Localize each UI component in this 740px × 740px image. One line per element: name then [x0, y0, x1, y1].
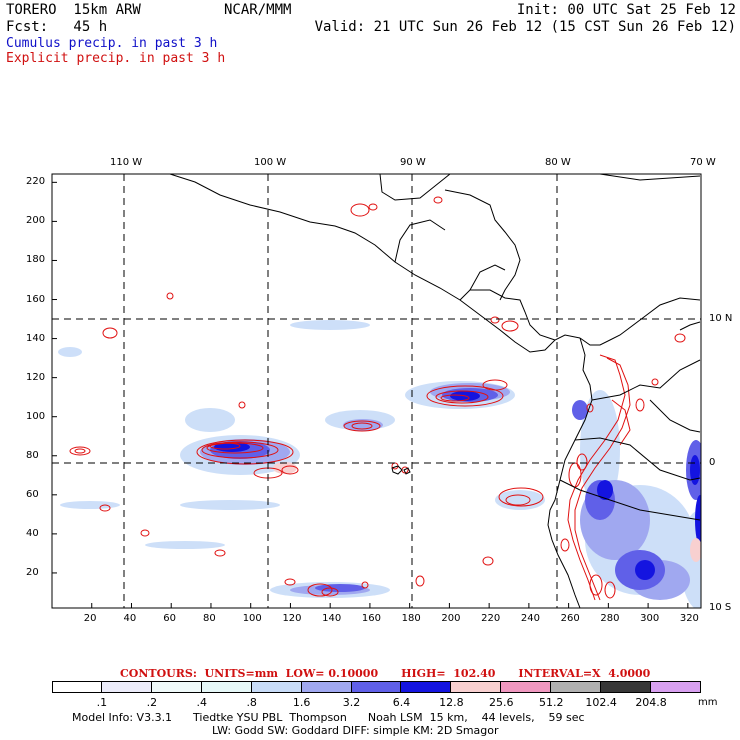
org-label: NCAR/MMM: [224, 2, 292, 18]
x-tick-label: 120: [282, 613, 302, 624]
colorbar-cell: [601, 681, 652, 693]
y-tick-label: 60: [26, 488, 39, 500]
colorbar-cell: [451, 681, 502, 693]
y-tick-label: 80: [26, 449, 39, 461]
colorbar-cell: [251, 681, 302, 693]
colorbar-cell: [501, 681, 552, 693]
colorbar-cell: [151, 681, 202, 693]
x-tick-label: 140: [322, 613, 342, 624]
valid-time: Valid: 21 UTC Sun 26 Feb 12 (15 CST Sun …: [314, 19, 736, 35]
colorbar-label: .4: [196, 696, 208, 709]
model-info: Model Info: V3.3.1 Tiedtke YSU PBL Thomp…: [72, 711, 585, 724]
colorbar-cell: [651, 681, 701, 693]
x-tick-label: 60: [163, 613, 176, 624]
colorbar-label: 25.6: [489, 696, 514, 709]
colorbar-label: 51.2: [538, 696, 564, 709]
x-tick-label: 20: [83, 613, 97, 624]
colorbar-cell: [201, 681, 252, 693]
lat-label-10n: 10 N: [709, 313, 733, 324]
model-name: TORERO 15km ARW: [6, 2, 141, 18]
init-time: Init: 00 UTC Sat 25 Feb 12: [516, 2, 736, 18]
x-tick-label: 220: [481, 613, 501, 624]
legend-cumulus: Cumulus precip. in past 3 h: [6, 36, 218, 51]
y-tick-label: 220: [26, 176, 46, 188]
colorbar-cell: [401, 681, 452, 693]
lon-label-80w: 80 W: [545, 157, 571, 168]
lat-lon-grid: [52, 174, 701, 608]
colorbar-unit: mm: [698, 697, 718, 708]
colorbar-label: .1: [96, 696, 108, 709]
contours-info: CONTOURS: UNITS=mm LOW= 0.10000 HIGH= 10…: [120, 667, 651, 680]
y-tick-label: 180: [26, 254, 46, 266]
y-tick-label: 200: [26, 215, 46, 227]
colorbar-label: 204.8: [635, 696, 667, 709]
colorbar-cell: [101, 681, 152, 693]
coastlines: [169, 174, 701, 608]
colorbar-cell: [551, 681, 602, 693]
lon-label-110w: 110 W: [110, 157, 143, 168]
x-tick-label: 180: [401, 613, 421, 624]
x-tick-label: 300: [640, 613, 660, 624]
precip-shading: [58, 320, 701, 608]
colorbar-cell: [52, 681, 102, 693]
lon-label-70w: 70 W: [690, 157, 716, 168]
lat-label-0: 0: [709, 457, 716, 468]
x-tick-label: 240: [520, 613, 540, 624]
lon-label-100w: 100 W: [254, 157, 287, 168]
colorbar-label: 1.6: [292, 696, 311, 709]
x-tick-label: 200: [441, 613, 461, 624]
colorbar-label: .8: [246, 696, 257, 709]
y-tick-label: 20: [26, 566, 39, 578]
explicit-precip-contours: [69, 196, 686, 601]
physics-info: LW: Godd SW: Goddard DIFF: simple KM: 2D…: [212, 724, 499, 737]
lon-label-90w: 90 W: [400, 157, 426, 168]
x-tick-label: 80: [202, 613, 216, 624]
colorbar-label: 12.8: [439, 696, 464, 709]
colorbar-label: 102.4: [585, 696, 617, 709]
y-tick-label: 160: [26, 293, 46, 305]
lat-label-10s: 10 S: [709, 602, 732, 613]
colorbar-label: 3.2: [342, 696, 361, 709]
y-tick-label: 140: [26, 332, 46, 344]
colorbar-cell: [301, 681, 352, 693]
y-tick-label: 40: [26, 527, 39, 539]
colorbar-label: .2: [146, 696, 158, 709]
x-tick-label: 100: [242, 613, 262, 624]
colorbar-cell: [351, 681, 402, 693]
map-frame: [51, 173, 702, 609]
x-tick-label: 280: [600, 613, 620, 624]
legend-explicit: Explicit precip. in past 3 h: [6, 51, 226, 66]
colorbar-label: 6.4: [392, 696, 411, 709]
x-tick-label: 320: [679, 613, 699, 624]
forecast-hour: Fcst: 45 h: [6, 19, 108, 35]
y-tick-label: 120: [26, 371, 46, 383]
y-tick-label: 100: [26, 410, 46, 422]
x-tick-label: 160: [361, 613, 381, 624]
x-tick-label: 260: [560, 613, 580, 624]
x-tick-label: 40: [123, 613, 137, 624]
